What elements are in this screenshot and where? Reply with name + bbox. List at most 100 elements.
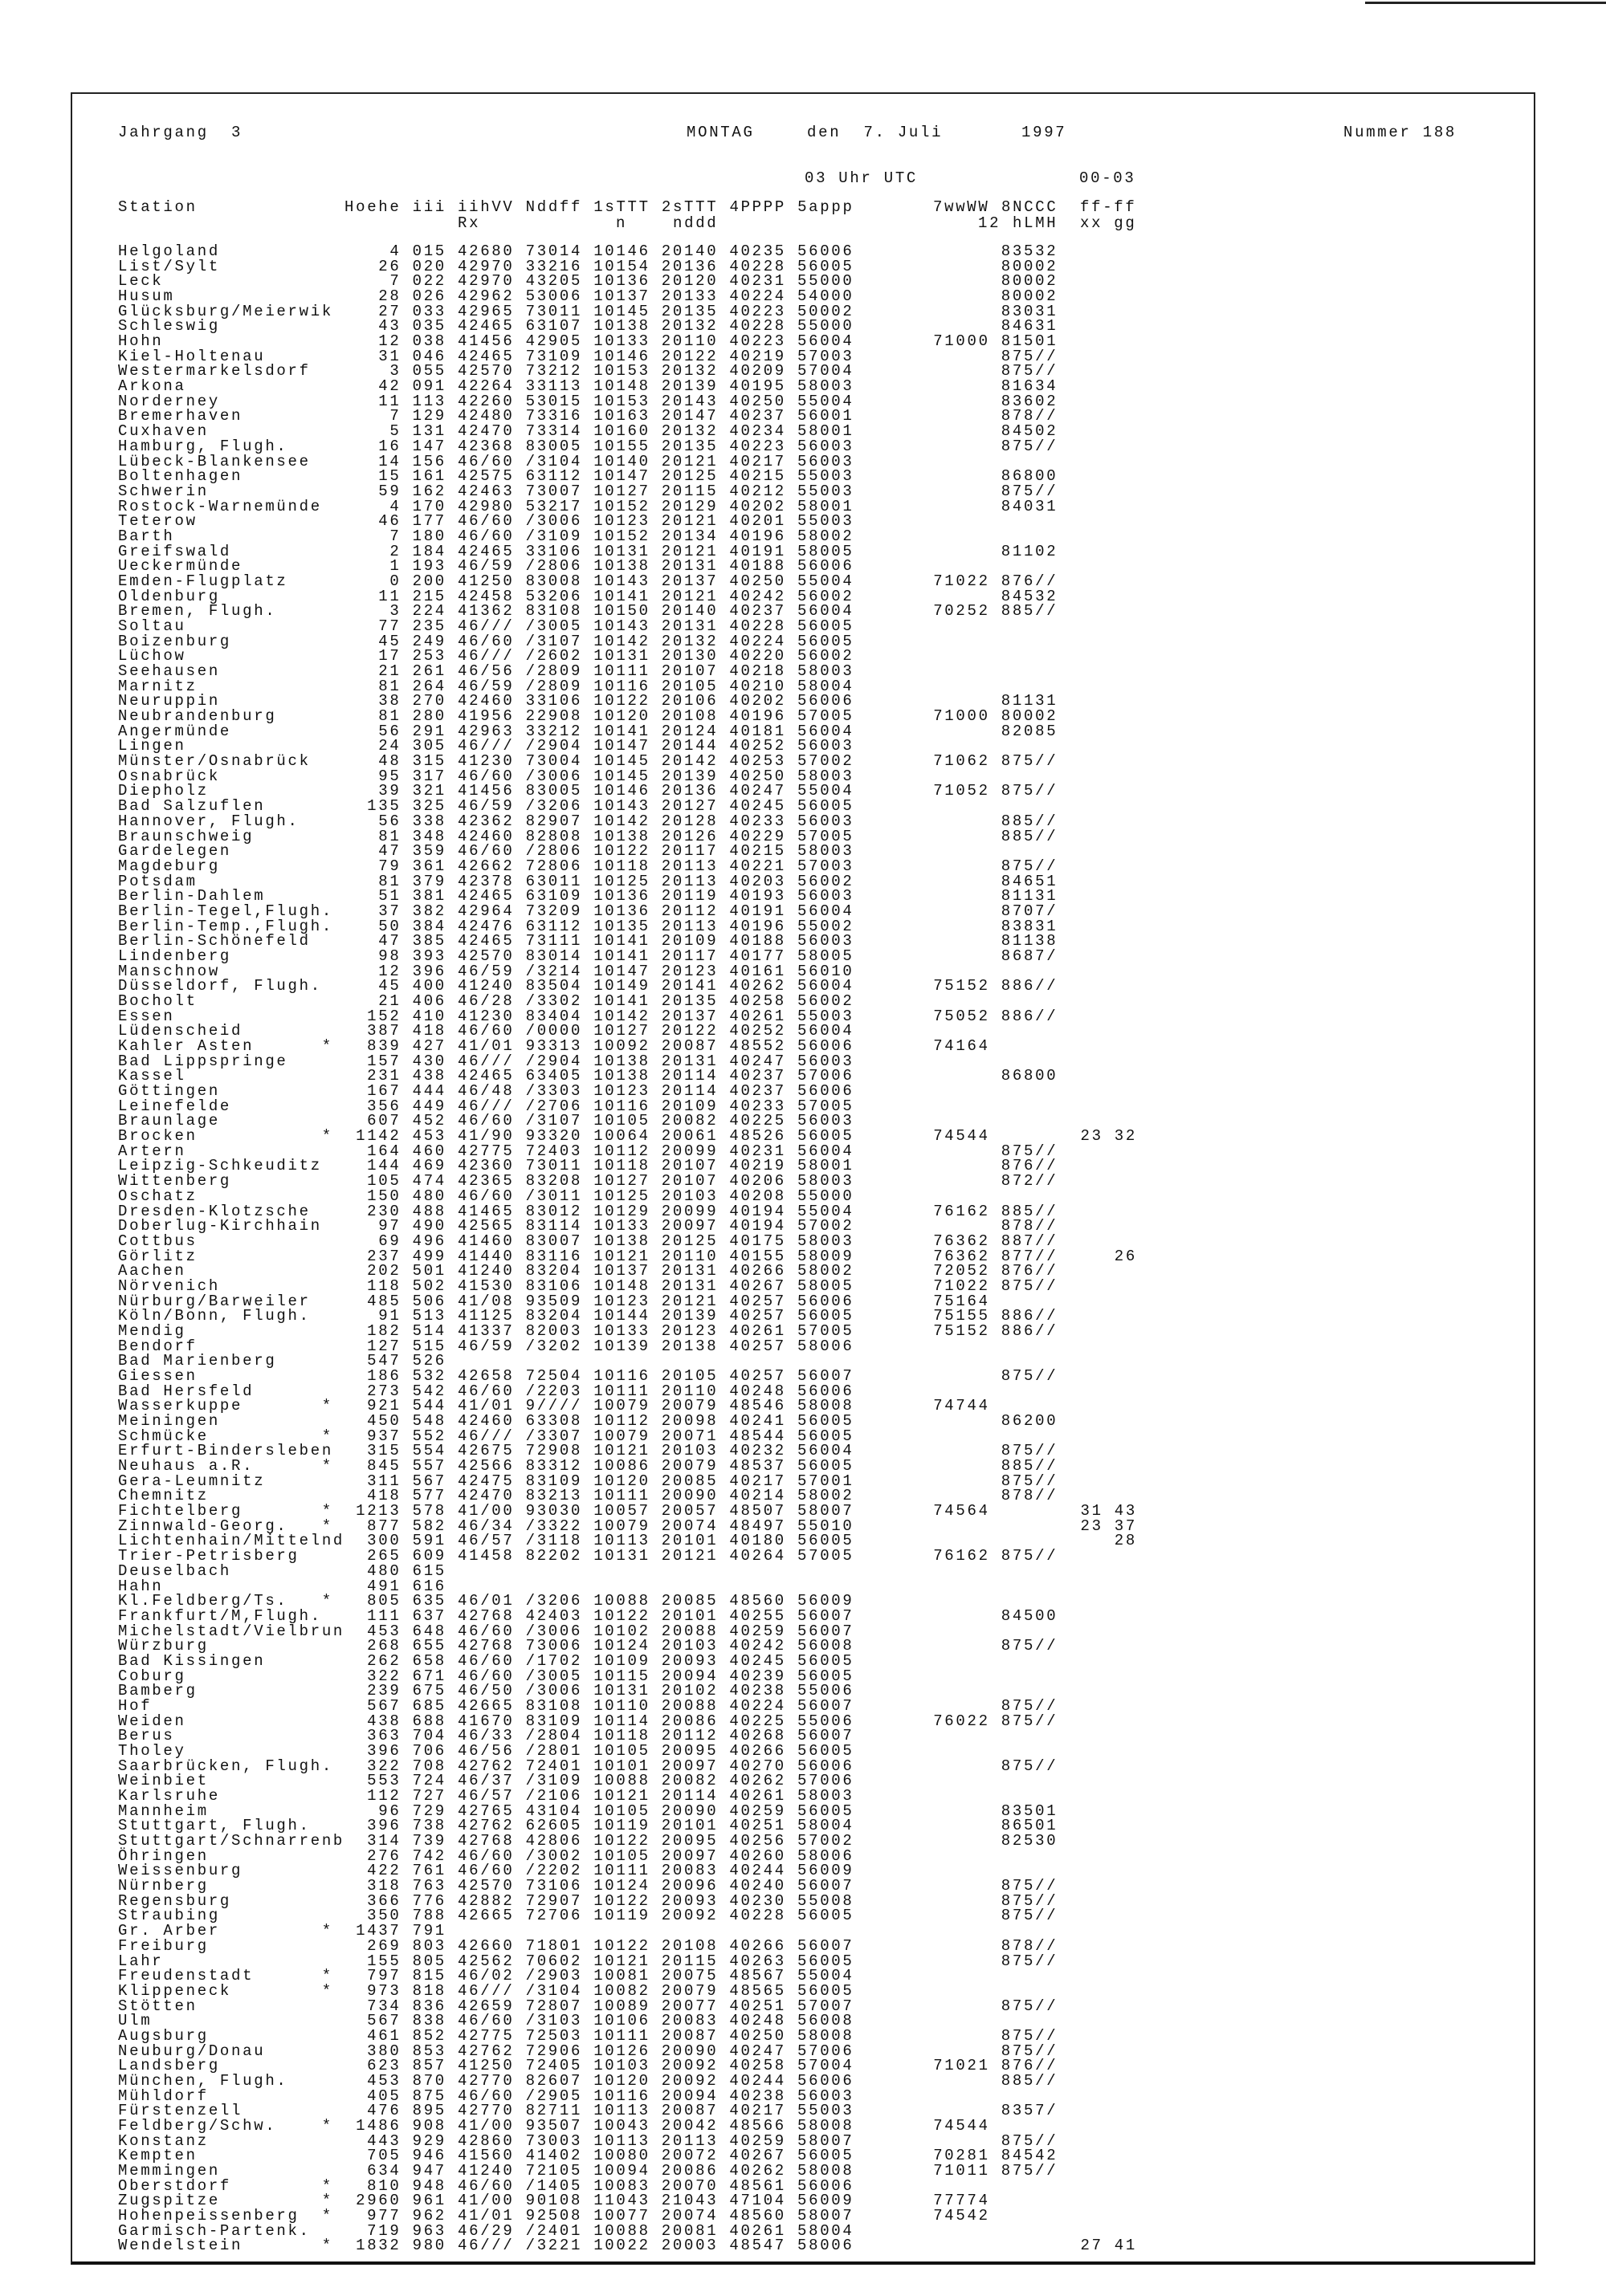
group-5appp: 58002: [797, 527, 854, 545]
group-4pppp: 40191: [729, 542, 786, 560]
iii: 961: [412, 2192, 446, 2210]
group-2sttt: 20132: [661, 632, 719, 650]
group-1sttt: 10119: [593, 1817, 650, 1835]
group-5appp: 57005: [797, 1097, 854, 1115]
group-5appp: 55006: [797, 1712, 854, 1730]
station-name: Bad Salzuflen: [118, 797, 266, 816]
iihvv: 46/56: [458, 1742, 515, 1760]
nddff: 73003: [525, 2131, 583, 2150]
group-4pppp: 40261: [729, 1787, 786, 1805]
iihvv: 42768: [458, 1606, 515, 1625]
nddff: /3302: [525, 992, 583, 1010]
table-row: Köln/Bonn, Flugh. 91 513 41125 83204 10144 201…: [118, 1309, 1242, 1324]
col-station: Station: [118, 198, 198, 216]
group-1sttt: 10120: [593, 1472, 650, 1490]
iihvv: 41670: [458, 1712, 515, 1730]
group-5appp: 55006: [797, 1682, 854, 1700]
hoehe: 810: [367, 2176, 402, 2195]
group-1sttt: 10145: [593, 302, 650, 320]
iihvv: 42768: [458, 1637, 515, 1655]
hoehe: 164: [367, 1142, 402, 1160]
group-4pppp: 40266: [729, 1262, 786, 1280]
hoehe: 42: [378, 377, 402, 396]
iii: 526: [412, 1352, 446, 1370]
iihvv: 41230: [458, 752, 515, 771]
iihvv: 41956: [458, 707, 515, 726]
group-2sttt: 20121: [661, 542, 719, 560]
group-2sttt: 20125: [661, 467, 719, 486]
group-2sttt: 20087: [661, 2102, 719, 2120]
group-8nccc: 875//: [1001, 782, 1058, 800]
station-name: Bocholt: [118, 992, 198, 1010]
station-name: Oberstdorf: [118, 2176, 232, 2195]
iii: 400: [412, 977, 446, 995]
hoehe: 719: [367, 2221, 402, 2240]
table-row: Freiburg 269 803 42660 71801 10122 20108 40266 5…: [118, 1936, 1242, 1955]
group-2sttt: 20093: [661, 1651, 719, 1670]
group-4pppp: 40257: [729, 1307, 786, 1325]
hoehe: 4: [389, 242, 402, 260]
iihvv: 41/90: [458, 1127, 515, 1146]
table-row: Dresden-Klotzsche 230 488 41465 83012 10129 20…: [118, 1203, 1242, 1219]
table-row: Fichtelberg * 1213 578 41/00 93030 10057 20057 4…: [118, 1504, 1242, 1519]
iii: 501: [412, 1262, 446, 1280]
station-name: Bamberg: [118, 1682, 198, 1700]
hoehe: 51: [378, 887, 402, 906]
hoehe: 322: [367, 1667, 402, 1685]
table-row: Lingen 24 305 46/// /2904 10147 20144 40252 5600…: [118, 739, 1242, 754]
hoehe: 2: [389, 542, 402, 560]
iii: 818: [412, 1981, 446, 2000]
iihvv: 42662: [458, 857, 515, 875]
group-4pppp: 40223: [729, 332, 786, 351]
group-1sttt: 10135: [593, 917, 650, 935]
group-5appp: 56002: [797, 647, 854, 666]
group-8nccc: 875//: [1001, 2042, 1058, 2060]
table-row: Wasserkuppe * 921 544 41/01 9//// 10079 20079 48…: [118, 1398, 1242, 1414]
hoehe: 273: [367, 1382, 402, 1400]
group-2sttt: 20094: [661, 2086, 719, 2105]
iihvv: 41362: [458, 602, 515, 621]
station-name: Barth: [118, 527, 175, 545]
group-5appp: 55003: [797, 1007, 854, 1025]
table-row: Berlin-Dahlem 51 381 42465 63109 10136 20119 40…: [118, 889, 1242, 904]
iihvv: 46/34: [458, 1516, 515, 1535]
group-5appp: 56005: [797, 632, 854, 650]
group-5appp: 56007: [797, 1936, 854, 1955]
iihvv: 41230: [458, 1007, 515, 1025]
table-row: Frankfurt/M,Flugh. 111 637 42768 42403 10122 2…: [118, 1606, 1242, 1625]
group-7wwww: 75152: [933, 977, 990, 995]
group-8nccc: 875//: [1001, 1997, 1058, 2015]
group-2sttt: 20137: [661, 1007, 719, 1025]
group-5appp: 56004: [797, 602, 854, 621]
group-4pppp: 40237: [729, 602, 786, 621]
group-8nccc: 84651: [1001, 872, 1058, 890]
group-8nccc: 84031: [1001, 497, 1058, 515]
iii: 156: [412, 452, 446, 470]
group-1sttt: 10113: [593, 2131, 650, 2150]
group-5appp: 58004: [797, 2221, 854, 2240]
group-5appp: 56005: [797, 1801, 854, 1820]
hoehe: 14: [378, 452, 402, 470]
group-4pppp: 40238: [729, 1682, 786, 1700]
nddff: /3002: [525, 1846, 583, 1865]
group-1sttt: 10089: [593, 1997, 650, 2015]
group-2sttt: 20092: [661, 2057, 719, 2075]
group-1sttt: 10088: [593, 1592, 650, 1610]
group-4pppp: 40247: [729, 2042, 786, 2060]
nddff: 82003: [525, 1321, 583, 1340]
station-name: Landsberg: [118, 2057, 220, 2075]
hoehe: 31: [378, 347, 402, 365]
group-8nccc: 875//: [1001, 1142, 1058, 1160]
group-2sttt: 20134: [661, 527, 719, 545]
table-row: Lichtenhain/Mittelnd 300 591 46/57/3118 1011…: [118, 1533, 1242, 1549]
station-name: Görlitz: [118, 1247, 198, 1265]
jahrgang: Jahrgang 3: [118, 124, 243, 141]
group-2sttt: 20090: [661, 1801, 719, 1820]
nddff: 93320: [525, 1127, 583, 1146]
group-8nccc: 875//: [1001, 1637, 1058, 1655]
iii: 305: [412, 737, 446, 755]
iii: 474: [412, 1172, 446, 1191]
iii: 038: [412, 332, 446, 351]
group-4pppp: 40214: [729, 1487, 786, 1505]
iihvv: 41240: [458, 2162, 515, 2180]
